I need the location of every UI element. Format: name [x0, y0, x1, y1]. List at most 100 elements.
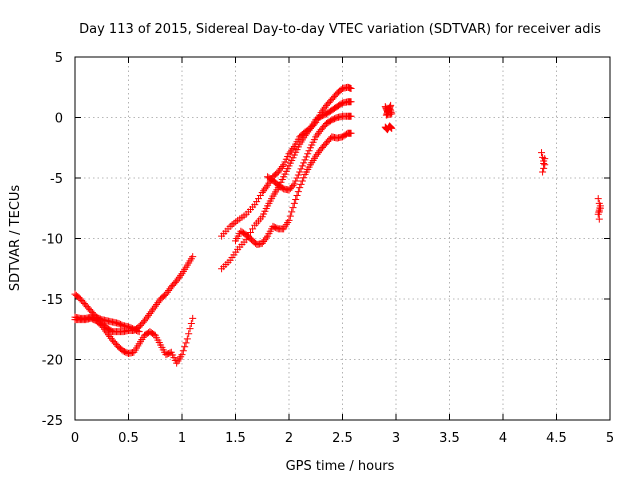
chart-title: Day 113 of 2015, Sidereal Day-to-day VTE…: [79, 22, 601, 37]
data-point: [260, 238, 268, 246]
data-point: [300, 159, 308, 167]
y-tick-label: -20: [42, 354, 63, 369]
data-point: [178, 351, 186, 359]
data-point: [292, 195, 300, 203]
data-point: [298, 177, 306, 185]
data-point: [100, 325, 108, 333]
data-point: [296, 168, 304, 176]
data-point: [347, 129, 355, 137]
y-axis-label: SDTVAR / TECUs: [8, 185, 23, 292]
data-point: [146, 310, 154, 318]
data-point: [98, 322, 106, 330]
y-tick-label: 0: [55, 112, 63, 127]
data-point: [305, 147, 313, 155]
data-point: [104, 331, 112, 339]
x-tick-label: 0: [71, 431, 79, 446]
data-point: [387, 123, 395, 131]
data-point: [149, 306, 157, 314]
data-point: [258, 239, 266, 247]
data-point: [249, 225, 257, 233]
data-point: [187, 320, 195, 328]
data-point: [314, 149, 322, 157]
data-point: [318, 107, 326, 115]
data-point: [347, 98, 355, 106]
data-point: [312, 133, 320, 141]
data-point: [182, 339, 190, 347]
axis-ticks: [74, 56, 611, 421]
data-point: [387, 124, 395, 132]
data-point: [285, 150, 293, 158]
data-point: [304, 150, 312, 158]
plot-frame: [74, 56, 611, 421]
data-point: [177, 271, 185, 279]
data-point: [185, 330, 193, 338]
data-point: [296, 184, 304, 192]
series-9: [381, 122, 396, 134]
data-point: [539, 168, 547, 176]
series-5: [218, 83, 355, 273]
data-point: [300, 174, 308, 182]
data-point: [538, 149, 546, 157]
data-point: [297, 180, 305, 188]
data-point: [304, 128, 312, 136]
x-tick-label: 2.5: [332, 431, 353, 446]
x-tick-label: 1.5: [225, 431, 246, 446]
data-point: [189, 253, 197, 261]
data-point: [163, 288, 171, 296]
data-point: [258, 189, 266, 197]
data-point: [246, 228, 254, 236]
series-11: [594, 195, 604, 223]
data-point: [290, 180, 298, 188]
data-point: [175, 273, 183, 281]
data-point: [228, 221, 236, 229]
data-point: [386, 123, 394, 131]
data-point: [165, 287, 173, 295]
data-point: [347, 112, 355, 120]
y-tick-label: 5: [55, 51, 63, 66]
data-point: [135, 328, 143, 336]
data-point: [301, 156, 309, 164]
data-point: [541, 155, 549, 163]
data-point: [289, 144, 297, 152]
y-tick-label: -25: [42, 414, 63, 429]
data-point: [151, 302, 159, 310]
series-6: [232, 129, 355, 249]
x-tick-label: 4: [499, 431, 507, 446]
data-point: [183, 335, 191, 343]
data-point: [302, 130, 310, 138]
data-point: [150, 304, 158, 312]
x-tick-label: 3.5: [439, 431, 460, 446]
data-point: [388, 124, 396, 132]
y-tick-label: -5: [50, 172, 63, 187]
y-tick-label: -15: [42, 293, 63, 308]
data-point: [143, 313, 151, 321]
data-point: [297, 165, 305, 173]
data-point: [260, 187, 268, 195]
data-point: [262, 234, 270, 242]
data-point: [320, 105, 328, 113]
x-tick-label: 0.5: [118, 431, 139, 446]
data-point: [230, 219, 238, 227]
data-point: [313, 150, 321, 158]
data-point: [173, 277, 181, 285]
data-point: [386, 103, 394, 111]
series-10: [538, 149, 549, 176]
data-point: [181, 343, 189, 351]
data-point: [189, 314, 197, 322]
data-point: [286, 212, 294, 220]
data-point: [594, 195, 602, 203]
data-point: [262, 183, 270, 191]
data-point: [261, 236, 269, 244]
data-point: [99, 323, 107, 331]
data-point: [317, 109, 325, 117]
data-point: [186, 325, 194, 333]
data-point: [145, 311, 153, 319]
data-point: [301, 132, 309, 140]
data-point: [276, 166, 284, 174]
data-point: [540, 159, 548, 167]
data-point: [294, 171, 302, 179]
data-point: [290, 199, 298, 207]
data-point: [277, 164, 285, 172]
x-tick-label: 1: [178, 431, 186, 446]
data-point: [312, 152, 320, 160]
